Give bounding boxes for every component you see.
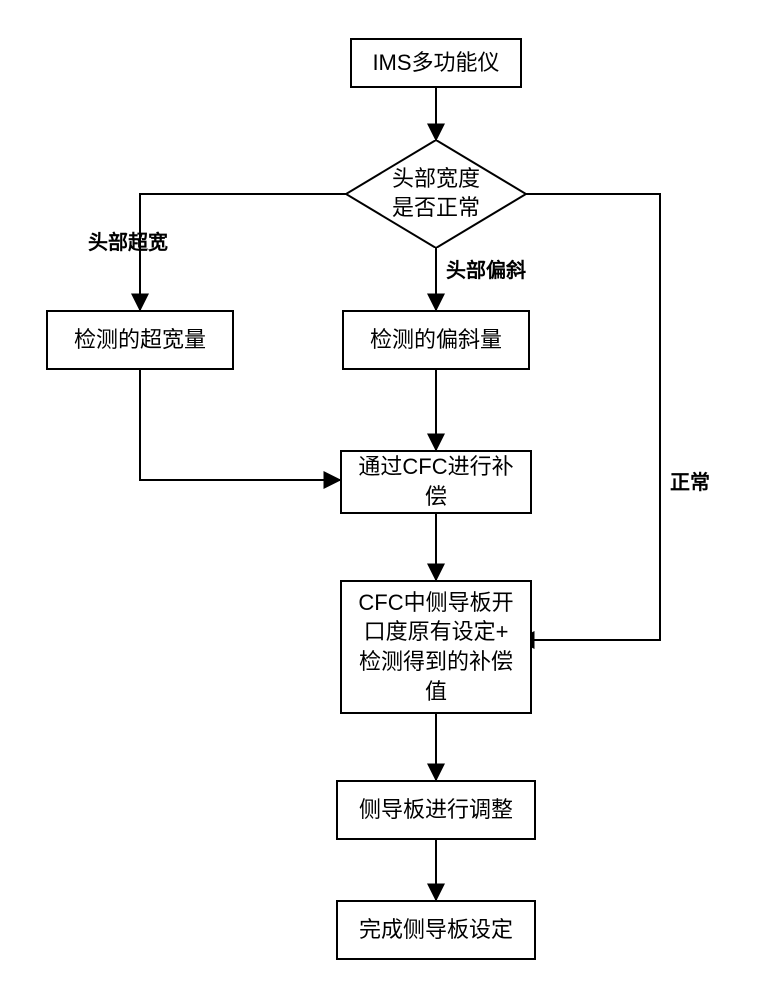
edge-label-overwide: 头部超宽 [88,226,168,255]
node-sum-label: CFC中侧导板开 口度原有设定+ 检测得到的补偿 值 [358,588,513,707]
node-adjust: 侧导板进行调整 [336,780,536,840]
node-skew: 检测的偏斜量 [342,310,530,370]
node-decision-label: 头部宽度 是否正常 [392,165,480,222]
node-overwide-label: 检测的超宽量 [74,325,206,355]
node-skew-label: 检测的偏斜量 [370,325,502,355]
edge-label-tilt: 头部偏斜 [446,254,526,283]
flowchart-canvas: IMS多功能仪 头部宽度 是否正常 检测的超宽量 检测的偏斜量 通过CFC进行补… [0,0,768,1000]
node-compensate: 通过CFC进行补 偿 [340,450,532,514]
node-compensate-label: 通过CFC进行补 偿 [358,452,513,511]
node-done-label: 完成侧导板设定 [359,915,513,945]
edge-label-normal: 正常 [670,466,710,495]
node-overwide: 检测的超宽量 [46,310,234,370]
node-done: 完成侧导板设定 [336,900,536,960]
node-sum: CFC中侧导板开 口度原有设定+ 检测得到的补偿 值 [340,580,532,714]
node-decision: 头部宽度 是否正常 [346,140,526,248]
node-start: IMS多功能仪 [350,38,522,88]
node-start-label: IMS多功能仪 [372,48,499,78]
node-adjust-label: 侧导板进行调整 [359,795,513,825]
